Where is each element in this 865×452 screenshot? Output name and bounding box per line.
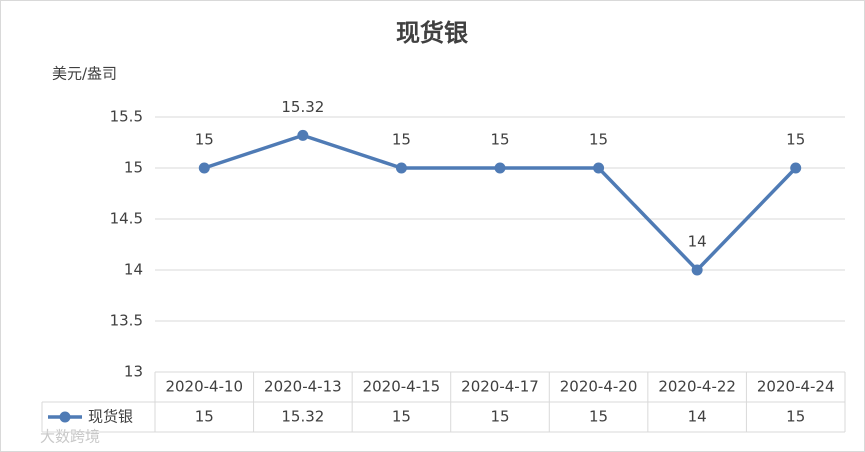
table-value: 15.32 (281, 408, 324, 426)
watermark: 大数跨境 (40, 428, 100, 446)
chart-title: 现货银 (396, 19, 469, 47)
data-label: 15 (392, 131, 411, 149)
legend-label: 现货银 (88, 408, 133, 426)
y-tick-label: 14 (124, 261, 143, 279)
x-tick-label: 2020-4-13 (264, 378, 342, 396)
point (494, 162, 506, 174)
data-label: 15 (490, 131, 509, 149)
data-label: 15 (589, 131, 608, 149)
point (395, 162, 407, 174)
point (198, 162, 210, 174)
data-label: 14 (688, 233, 707, 251)
x-tick-label: 2020-4-22 (658, 378, 736, 396)
table-value: 15 (392, 408, 411, 426)
y-tick-label: 15.5 (110, 108, 143, 126)
point (297, 129, 309, 141)
point (691, 264, 703, 276)
x-tick-label: 2020-4-20 (560, 378, 638, 396)
legend-marker (59, 411, 71, 423)
y-tick-label: 15 (124, 159, 143, 177)
x-tick-label: 2020-4-24 (757, 378, 835, 396)
x-tick-label: 2020-4-17 (461, 378, 539, 396)
x-tick-label: 2020-4-10 (165, 378, 243, 396)
point (593, 162, 605, 174)
table-value: 15 (786, 408, 805, 426)
point (790, 162, 802, 174)
table-value: 15 (490, 408, 509, 426)
y-tick-label: 13.5 (110, 312, 143, 330)
y-axis-label: 美元/盎司 (52, 65, 117, 83)
table-value: 14 (688, 408, 707, 426)
table-value: 15 (195, 408, 214, 426)
data-label: 15 (195, 131, 214, 149)
y-tick-label: 13 (124, 363, 143, 381)
x-tick-label: 2020-4-15 (363, 378, 441, 396)
y-tick-label: 14.5 (110, 210, 143, 228)
table-value: 15 (589, 408, 608, 426)
data-label: 15.32 (281, 98, 324, 116)
data-label: 15 (786, 131, 805, 149)
